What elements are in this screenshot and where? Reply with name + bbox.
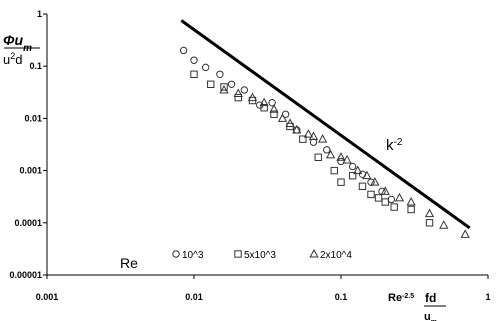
reference-line-k-2 [180,19,471,230]
legend-label: 10^3 [182,250,204,261]
data-point-circle [337,157,345,166]
legend-marker-triangle [309,248,319,258]
data-point-triangle [247,92,258,102]
data-point-square [425,219,434,227]
data-point-triangle [308,131,319,141]
x-axis-label-numerator: fd [425,291,436,305]
legend-label: 5x10^3 [244,250,276,261]
data-point-square [314,153,322,161]
data-point-triangle [269,104,279,113]
data-point-triangle [460,229,470,238]
data-point-square [367,190,375,199]
data-point-square [220,83,228,91]
data-point-triangle [303,129,314,138]
data-point-triangle [439,220,449,229]
data-point-circle [190,56,198,64]
y-axis-label-denominator: u2d [3,51,22,67]
data-point-triangle [342,154,352,164]
data-point-triangle [336,152,346,161]
legend-marker-circle [172,250,180,258]
data-point-triangle [233,88,243,97]
y-axis-label-numerator: Φum [3,32,32,54]
data-point-circle [240,86,249,94]
data-point-square [190,70,198,78]
x-axis-label: Re-2.5 fd um [388,291,446,321]
data-point-square [407,205,415,214]
x-tick-label: 1 [485,292,490,302]
legend-title: Re [120,255,138,271]
data-point-square [330,166,338,175]
data-point-square [299,135,307,143]
data-point-square [381,198,389,206]
data-point-circle [201,63,210,72]
data-point-square [260,104,268,112]
data-point-circle [387,195,396,204]
data-point-square [207,80,215,89]
data-point-triangle [424,208,435,218]
y-tick-label: 1 [37,9,42,19]
x-axis-ticks: 0.001 0.01 0.1 1 [36,275,491,302]
x-axis-label-main: Re-2.5 [388,292,414,304]
x-tick-label: 0.1 [335,292,348,302]
data-point-circle [309,138,318,146]
data-point-triangle [292,124,302,134]
y-tick-label: 0.01 [24,113,42,123]
data-point-triangle [353,165,363,175]
data-point-circle [256,101,264,109]
data-point-circle [323,146,331,154]
x-tick-label: 0.001 [36,292,59,302]
data-point-triangle [259,97,269,107]
data-point-triangle [285,118,295,127]
y-tick-label: 0.0001 [14,218,42,228]
data-point-square [358,182,367,191]
data-point-triangle [317,134,328,143]
data-point-square [337,178,345,186]
y-axis-label: Φum u2d [3,32,40,67]
x-axis-label-denominator: um [424,311,437,321]
legend-label: 2x10^4 [320,250,352,261]
data-point-circle [179,46,188,55]
data-point-circle [216,70,224,78]
data-point-triangle [362,170,372,180]
y-tick-label: 0.00001 [9,270,42,280]
data-point-square [374,194,383,202]
x-tick-label: 0.01 [185,292,203,302]
y-tick-label: 0.1 [29,61,42,71]
data-point-triangle [380,186,390,195]
data-point-triangle [370,177,380,186]
data-point-square [270,110,278,118]
legend: Re 10^3 5x10^3 2x10^4 [120,248,352,271]
y-axis-ticks: 1 0.1 0.01 0.001 0.0001 0.00001 [9,9,47,280]
legend-items: 10^3 5x10^3 2x10^4 [172,248,352,261]
reference-line-label: k-2 [386,137,403,155]
data-point-circle [348,162,357,171]
data-point-circle [268,98,276,107]
data-point-square [390,203,398,211]
data-point-square [348,171,357,180]
data-point-triangle [394,192,405,202]
data-markers [179,46,470,238]
legend-marker-square [234,250,242,258]
y-tick-label: 0.001 [19,166,42,176]
data-point-triangle [219,84,229,94]
data-point-square [234,93,242,102]
data-point-triangle [277,113,288,122]
data-point-circle [227,80,236,89]
data-point-triangle [325,149,336,159]
data-point-triangle [406,196,416,206]
